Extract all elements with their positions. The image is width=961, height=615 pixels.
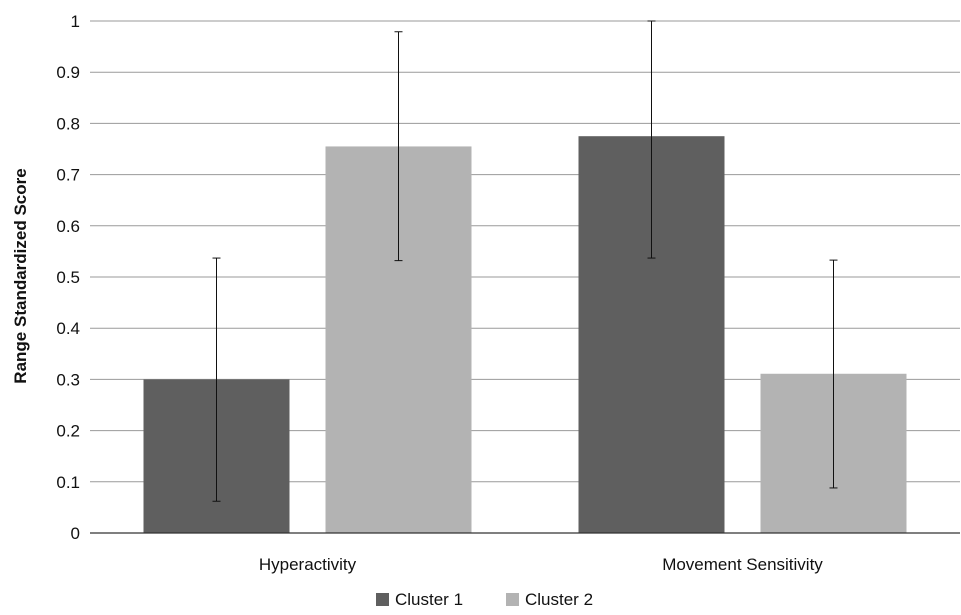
x-axis-categories: Hyperactivity Movement Sensitivity — [259, 555, 823, 574]
legend-swatch — [506, 593, 519, 606]
y-tick-label: 0.4 — [56, 319, 80, 338]
y-tick-label: 0.5 — [56, 268, 80, 287]
y-tick-label: 1 — [71, 12, 80, 31]
y-tick-label: 0.3 — [56, 370, 80, 389]
y-axis-title: Range Standardized Score — [11, 168, 30, 383]
legend-swatch — [376, 593, 389, 606]
y-tick-label: 0.7 — [56, 166, 80, 185]
legend-label: Cluster 1 — [395, 590, 463, 609]
y-tick-label: 0.2 — [56, 422, 80, 441]
y-tick-label: 0.8 — [56, 114, 80, 133]
bars — [143, 136, 907, 533]
y-tick-label: 0 — [71, 524, 80, 543]
y-tick-label: 0.1 — [56, 473, 80, 492]
y-tick-label: 0.6 — [56, 217, 80, 236]
legend-label: Cluster 2 — [525, 590, 593, 609]
y-axis-ticks: 0 0.1 0.2 0.3 0.4 0.5 0.6 0.7 0.8 0.9 1 — [56, 12, 80, 543]
x-category-label: Hyperactivity — [259, 555, 357, 574]
error-bars — [212, 20, 838, 502]
legend: Cluster 1 Cluster 2 — [376, 590, 593, 609]
x-category-label: Movement Sensitivity — [662, 555, 823, 574]
y-tick-label: 0.9 — [56, 63, 80, 82]
